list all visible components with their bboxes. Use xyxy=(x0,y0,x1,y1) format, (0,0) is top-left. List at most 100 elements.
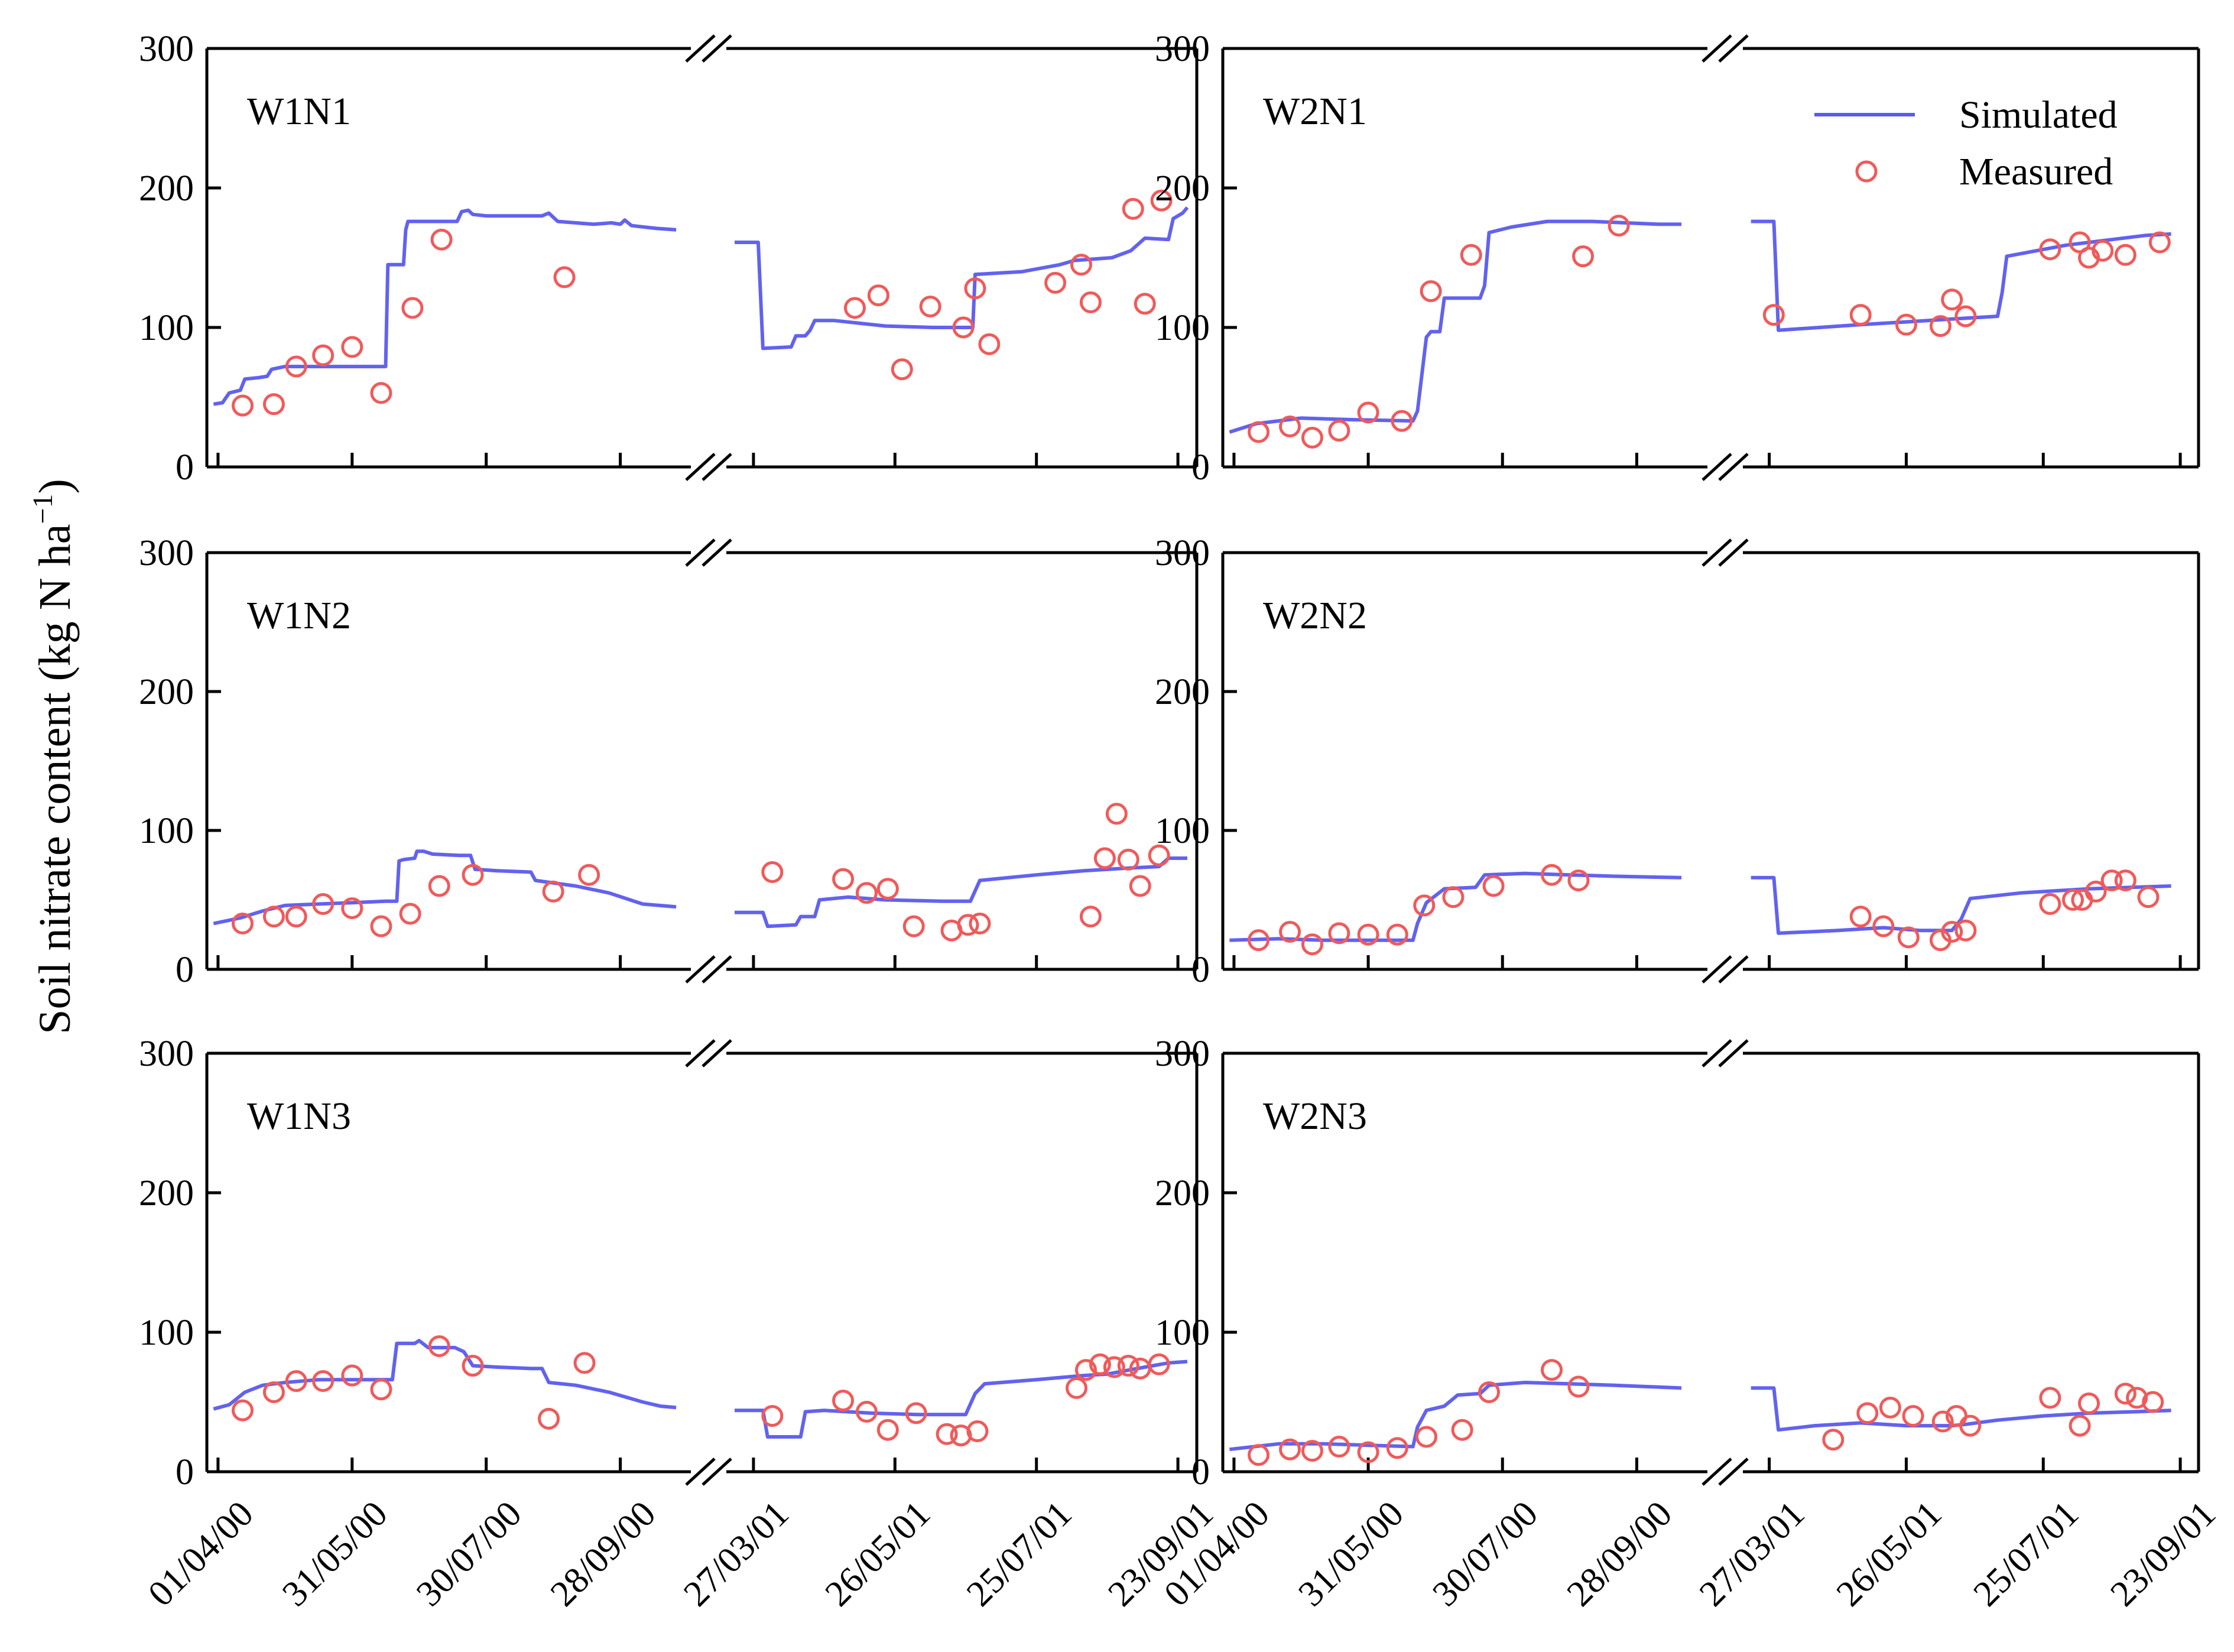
y-tick-label: 300 xyxy=(139,29,194,69)
panel-label: W2N2 xyxy=(1263,594,1367,637)
measured-point xyxy=(1248,1444,1270,1466)
axis-break-mask xyxy=(1707,956,1743,982)
panel-label: W1N1 xyxy=(247,90,351,133)
measured-point xyxy=(1248,929,1270,952)
measured-point xyxy=(936,1423,958,1445)
axis-break-mark xyxy=(1718,34,1749,63)
measured-point xyxy=(262,905,285,928)
axis-break-mark xyxy=(1718,1039,1749,1067)
y-tick-label: 100 xyxy=(1155,1313,1210,1353)
simulated-line-2000 xyxy=(213,1339,677,1411)
measured-point xyxy=(1103,1356,1125,1378)
legend: Simulated Measured xyxy=(1814,93,2118,193)
measured-point xyxy=(399,903,421,925)
axis-break-mask xyxy=(1707,1040,1743,1066)
measured-point xyxy=(1122,197,1144,220)
y-tick-label: 300 xyxy=(1155,1034,1210,1074)
measured-point xyxy=(1328,922,1350,945)
measured-point xyxy=(1148,844,1170,866)
measured-point xyxy=(1093,847,1116,869)
measured-point xyxy=(1134,293,1156,315)
y-tick-label: 0 xyxy=(176,447,194,488)
measured-point xyxy=(891,358,913,381)
panel-w2n2: 0 100 200 300 W2N2 xyxy=(1155,533,2200,990)
measured-point xyxy=(1413,894,1436,917)
measured-point xyxy=(1442,886,1465,908)
axis-break-mark xyxy=(685,538,716,567)
measured-point xyxy=(876,878,899,900)
measured-point xyxy=(1929,315,1951,337)
measured-point xyxy=(2039,238,2061,261)
y-tick-label: 0 xyxy=(176,950,194,990)
axis-break-mark xyxy=(1702,453,1732,481)
measured-point xyxy=(832,868,855,890)
measured-point xyxy=(1328,420,1350,442)
measured-point xyxy=(1105,803,1128,825)
measured-point xyxy=(1856,1402,1879,1424)
measured-point xyxy=(1079,291,1102,314)
x-date-label: 30/07/00 xyxy=(409,1494,530,1614)
y-tick-label: 100 xyxy=(139,308,194,348)
axis-break-mask xyxy=(691,1459,726,1485)
y-tick-label: 0 xyxy=(1191,447,1210,488)
axis-break-mark xyxy=(1718,538,1749,567)
measured-point xyxy=(2039,893,2061,916)
measured-point xyxy=(1762,304,1785,326)
axis-break-mark xyxy=(1702,955,1732,984)
measured-point xyxy=(1931,1410,1954,1433)
measured-point xyxy=(573,1352,596,1374)
measured-point xyxy=(2039,1387,2061,1409)
measured-point xyxy=(1879,1396,1901,1419)
y-tick-label: 0 xyxy=(176,1452,194,1492)
measured-point xyxy=(2142,1391,2164,1413)
simulated-line-2000 xyxy=(1229,1381,1682,1452)
measured-point xyxy=(1248,421,1270,443)
measured-point xyxy=(341,897,363,920)
x-date-label: 31/05/00 xyxy=(1291,1494,1411,1614)
measured-point xyxy=(312,1370,335,1393)
measured-point xyxy=(952,316,975,339)
measured-point xyxy=(1954,305,1977,327)
panel-label: W1N2 xyxy=(247,594,351,637)
measured-point xyxy=(462,864,484,886)
axis-break-mask xyxy=(1707,1459,1743,1485)
measured-point xyxy=(1872,915,1895,937)
measured-point xyxy=(401,297,424,319)
measured-point xyxy=(1478,1381,1501,1403)
measured-point xyxy=(2062,889,2084,911)
measured-point xyxy=(902,915,925,937)
axis-break-mask xyxy=(1707,35,1743,61)
measured-point xyxy=(1279,921,1301,943)
measured-point xyxy=(2114,869,2136,892)
measured-point xyxy=(1066,1377,1088,1399)
y-tick-label: 200 xyxy=(139,672,194,712)
measured-point xyxy=(1954,919,1977,942)
measured-point xyxy=(1301,426,1323,449)
measured-point xyxy=(341,1364,363,1387)
measured-point xyxy=(1572,245,1595,268)
measured-point xyxy=(2092,239,2114,262)
measured-point xyxy=(1386,1437,1408,1459)
axis-break-mask xyxy=(691,956,726,982)
axis-break-mark xyxy=(685,34,716,63)
axis-break-mark xyxy=(702,1039,732,1067)
x-date-label: 27/03/01 xyxy=(1692,1494,1813,1614)
measured-point xyxy=(1357,401,1379,424)
y-tick-label: 0 xyxy=(1191,1452,1210,1492)
simulated-line-2000 xyxy=(213,208,677,406)
axis-break-mask xyxy=(691,540,726,566)
measured-point xyxy=(1822,1429,1845,1451)
measured-point xyxy=(2078,1392,2100,1414)
measured-point xyxy=(978,333,1001,355)
measured-point xyxy=(1279,1438,1301,1460)
measured-point xyxy=(1129,875,1151,897)
measured-point xyxy=(966,1420,989,1443)
measured-point xyxy=(370,915,392,937)
y-tick-label: 200 xyxy=(1155,1173,1210,1213)
x-date-label: 28/09/00 xyxy=(1559,1494,1680,1614)
panel-w1n1: 0 100 200 300 W1N1 xyxy=(139,29,1199,488)
y-tick-label: 100 xyxy=(139,811,194,851)
measured-point xyxy=(843,297,866,319)
y-tick-label: 200 xyxy=(139,168,194,209)
measured-point xyxy=(1895,313,1917,336)
